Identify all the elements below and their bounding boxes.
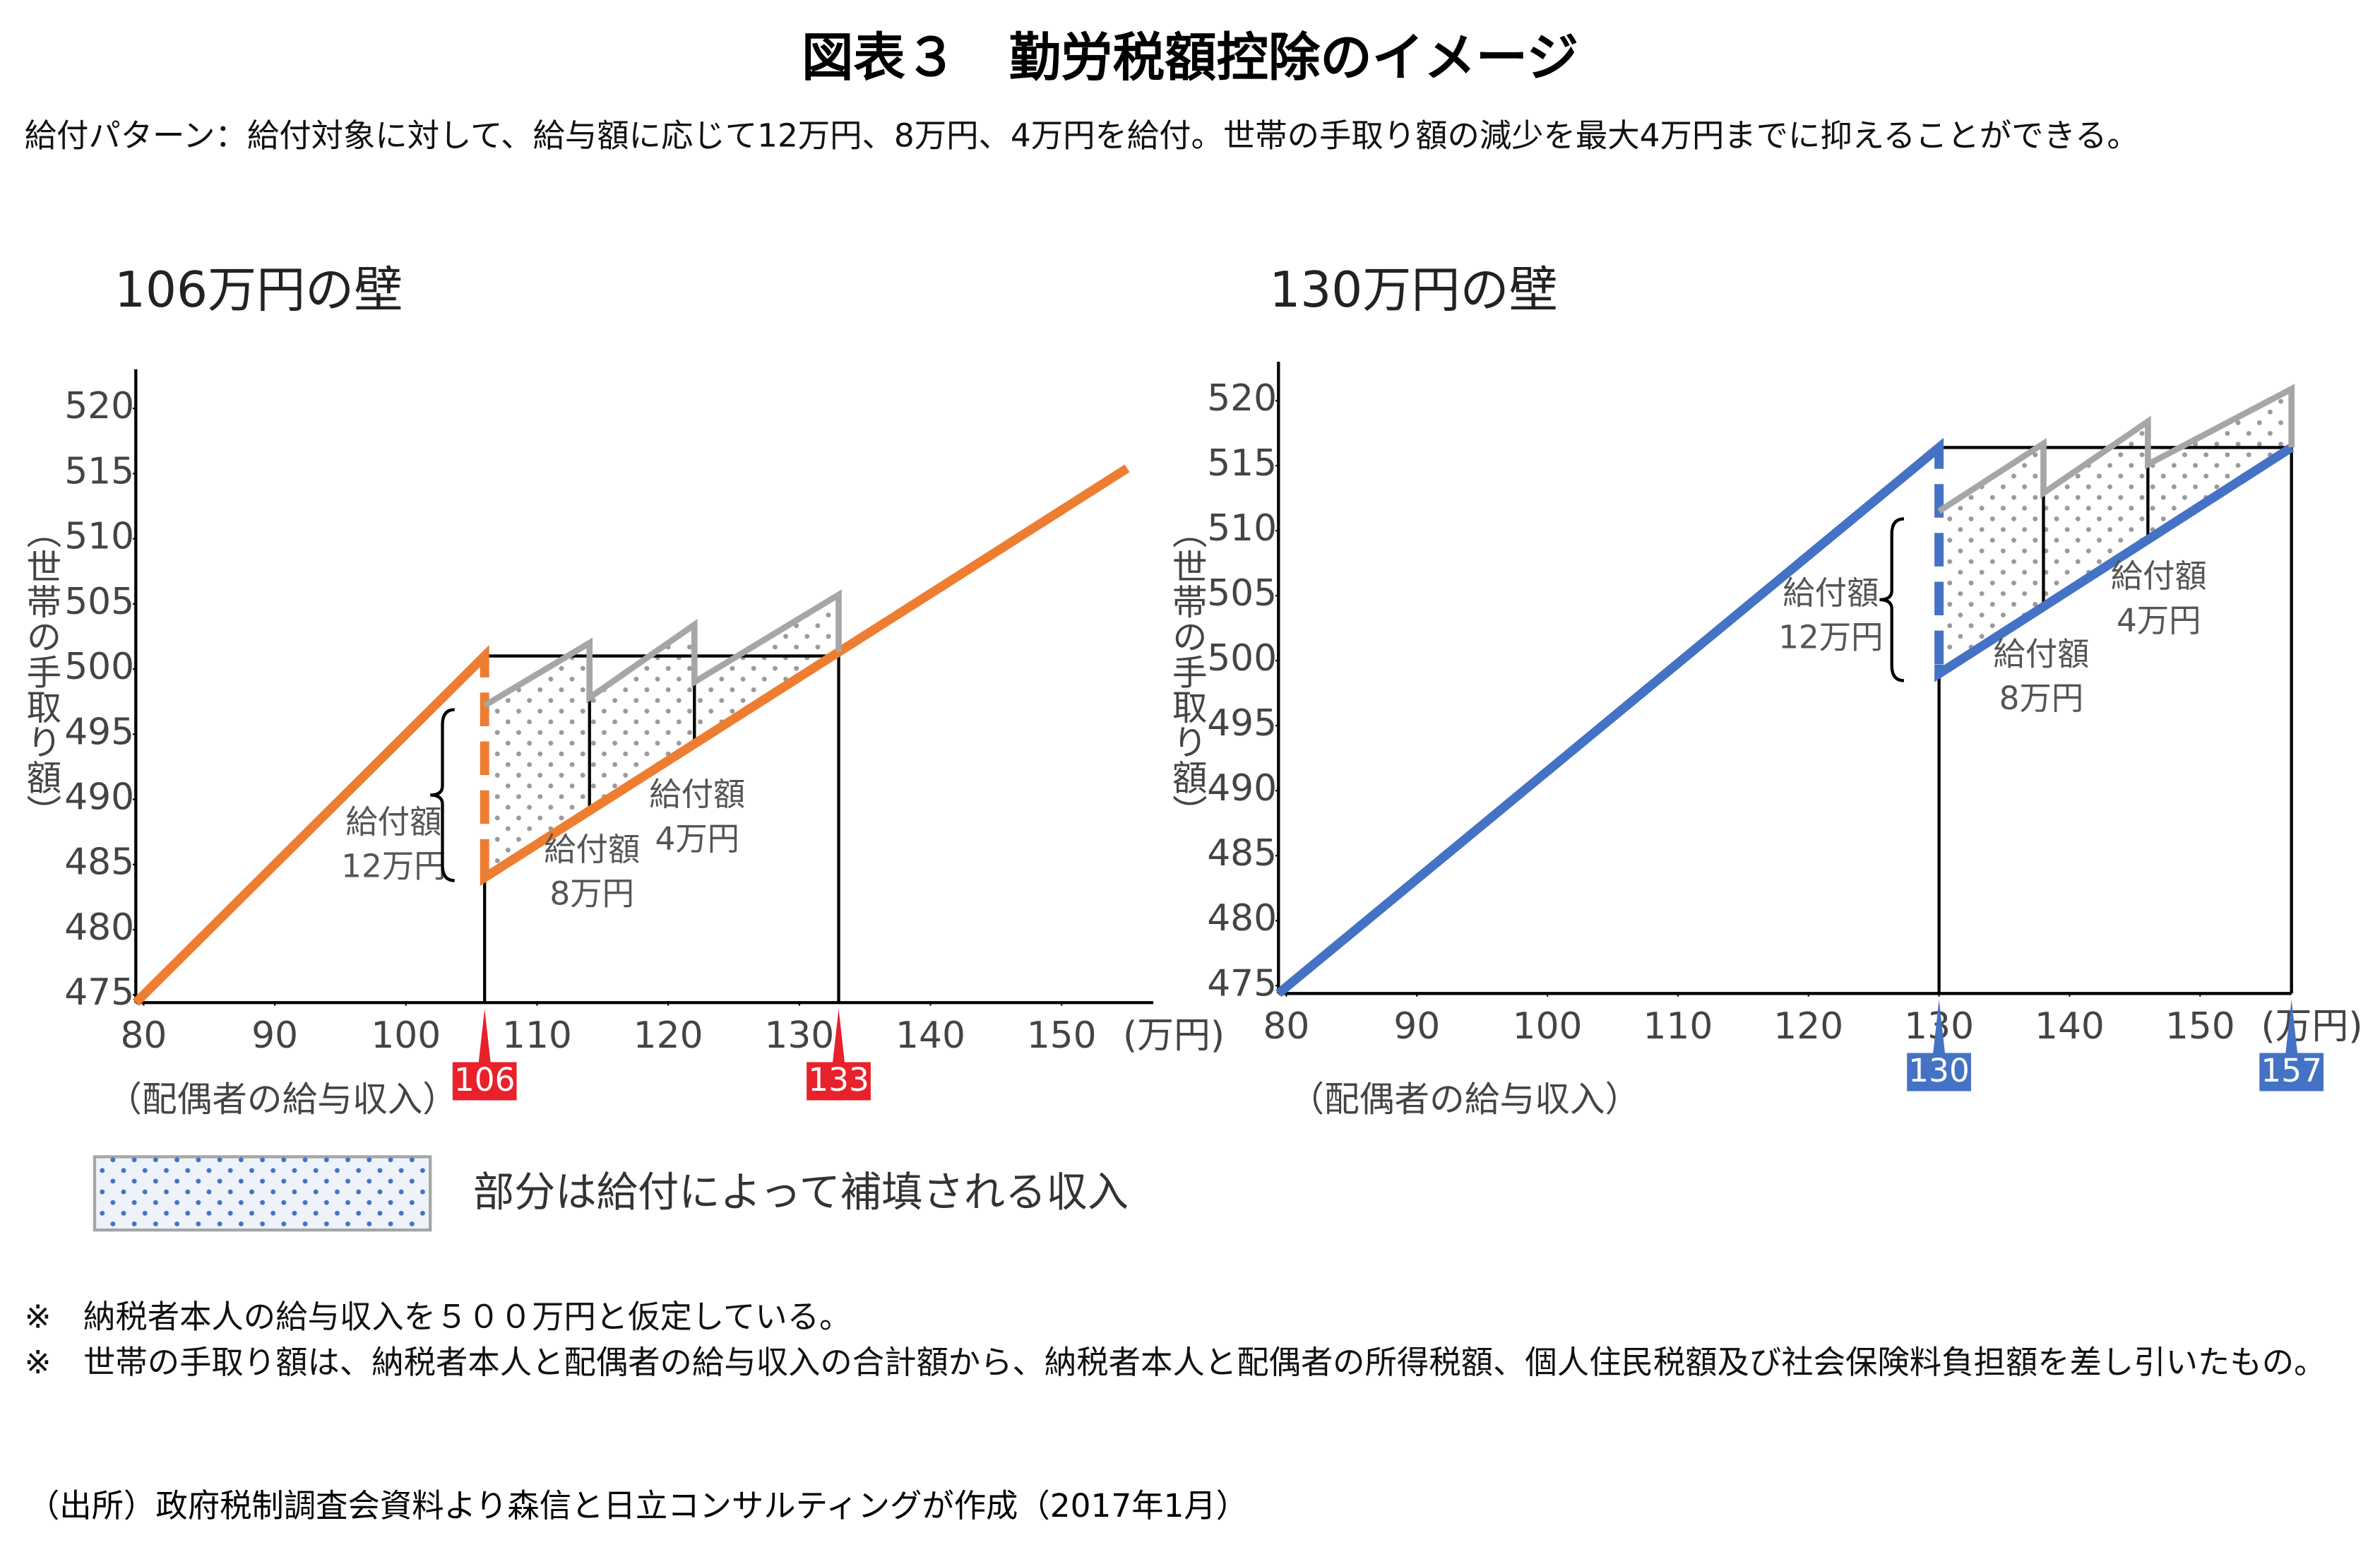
notes-box: ※ 納税者本人の給与収入を５００万円と仮定している。 ※ 世帯の手取り額は、納税…: [25, 1294, 2374, 1386]
y-tick-label: 520: [64, 385, 134, 427]
notes: ※ 納税者本人の給与収入を５００万円と仮定している。 ※ 世帯の手取り額は、納税…: [25, 1294, 2374, 1386]
marker-box: [807, 1062, 871, 1101]
annotation: 12万円: [341, 848, 446, 885]
y-tick-label: 490: [64, 776, 134, 818]
brace: [1879, 517, 1905, 682]
annotation: 給付額: [2111, 557, 2207, 595]
note: ※ 納税者本人の給与収入を５００万円と仮定している。: [24, 1298, 852, 1336]
x-tick-label: 90: [251, 1014, 298, 1057]
marker-label: 130: [1908, 1052, 1970, 1089]
x-tick-label: 140: [896, 1014, 965, 1057]
legend-text: 部分は給付によって補填される収入: [473, 1168, 1129, 1217]
page-title: 図表３ 勤労税額控除のイメージ: [802, 28, 1578, 88]
x-axis-label: （配偶者の給与収入）: [1289, 1079, 1640, 1120]
x-tick-label: 100: [371, 1014, 441, 1057]
marker-label: 106: [454, 1061, 516, 1099]
marker-spike: [1932, 999, 1946, 1055]
marker-flag: 133: [807, 1008, 871, 1101]
chart-title: 106万円の壁: [114, 262, 403, 319]
note: ※ 世帯の手取り額は、納税者本人と配偶者の給与収入の合計額から、納税者本人と配偶…: [24, 1344, 2326, 1381]
x-unit: (万円): [1123, 1014, 1225, 1057]
x-tick-label: 120: [633, 1014, 703, 1057]
marker-box: [1907, 1053, 1971, 1091]
marker-box: [452, 1062, 517, 1101]
y-tick-label: 490: [1207, 767, 1277, 810]
series-line: [482, 589, 842, 709]
series-line: [1937, 384, 2295, 514]
x-axis-label: （配偶者の給与収入）: [107, 1079, 458, 1120]
annotation: 8万円: [1999, 680, 2084, 717]
x-unit: (万円): [2261, 1005, 2362, 1048]
x-tick-label: 130: [764, 1014, 834, 1057]
series-line: [132, 464, 1130, 1006]
annotation: 給付額: [1993, 635, 2089, 673]
series-line: [1275, 437, 2295, 998]
subtitle: 給付パターン：給付対象に対して、給与額に応じて12万円、8万円、4万円を給付。世…: [24, 117, 2139, 155]
y-tick-label: 505: [1207, 572, 1277, 615]
annotation: 給付額: [1783, 574, 1879, 612]
benefit-area: [484, 594, 839, 878]
x-tick-label: 110: [502, 1014, 572, 1057]
annotation: 給付額: [649, 776, 745, 813]
brace: [430, 708, 455, 882]
y-tick-label: 520: [1207, 377, 1277, 420]
y-tick-label: 485: [64, 841, 134, 884]
marker-flag: 130: [1907, 999, 1971, 1091]
legend-swatch: [94, 1156, 431, 1231]
y-tick-label: 480: [64, 906, 134, 949]
annotation: 8万円: [549, 875, 634, 913]
y-tick-label: 510: [64, 516, 134, 558]
y-tick-label: 500: [64, 646, 134, 688]
annotation: 給付額: [544, 831, 640, 868]
benefit-area: [1939, 389, 2292, 674]
marker-spike: [478, 1008, 491, 1064]
subtitle-box: 給付パターン：給付対象に対して、給与額に応じて12万円、8万円、4万円を給付。世…: [24, 117, 2139, 155]
y-axis-label: （世帯の手取り額）: [1167, 514, 1208, 829]
x-tick-label: 110: [1643, 1005, 1713, 1048]
marker-flag: 157: [2259, 999, 2324, 1091]
y-tick-label: 480: [1207, 897, 1277, 940]
y-tick-label: 495: [64, 711, 134, 753]
y-tick-label: 475: [1207, 962, 1277, 1005]
marker-label: 133: [808, 1061, 869, 1099]
y-tick-label: 510: [1207, 507, 1277, 550]
x-tick-label: 120: [1773, 1005, 1843, 1048]
x-tick-label: 150: [1027, 1014, 1097, 1057]
annotation: 給付額: [345, 803, 441, 841]
y-axis-label: （世帯の手取り額）: [20, 514, 61, 829]
marker-spike: [2285, 999, 2298, 1055]
marker-flag: 106: [452, 1008, 517, 1101]
x-tick-label: 80: [120, 1014, 167, 1057]
marker-spike: [832, 1008, 845, 1064]
annotation: 4万円: [655, 820, 739, 858]
x-tick-label: 90: [1393, 1005, 1440, 1048]
marker-box: [2259, 1053, 2324, 1091]
chart-title: 130万円の壁: [1269, 262, 1557, 319]
y-tick-label: 515: [1207, 442, 1277, 485]
x-tick-label: 150: [2165, 1005, 2235, 1048]
marker-label: 157: [2261, 1052, 2322, 1089]
x-tick-label: 80: [1263, 1005, 1309, 1048]
y-tick-label: 475: [64, 971, 134, 1014]
y-tick-label: 485: [1207, 832, 1277, 875]
y-tick-label: 500: [1207, 637, 1277, 680]
y-tick-label: 515: [64, 450, 134, 492]
x-tick-label: 100: [1513, 1005, 1583, 1048]
annotation: 12万円: [1778, 619, 1883, 656]
y-tick-label: 495: [1207, 702, 1277, 745]
x-tick-label: 140: [2035, 1005, 2105, 1048]
annotation: 4万円: [2117, 602, 2201, 639]
y-tick-label: 505: [64, 581, 134, 623]
source: （出所）政府税制調査会資料より森信と日立コンサルティングが作成（2017年1月）: [28, 1487, 1248, 1525]
